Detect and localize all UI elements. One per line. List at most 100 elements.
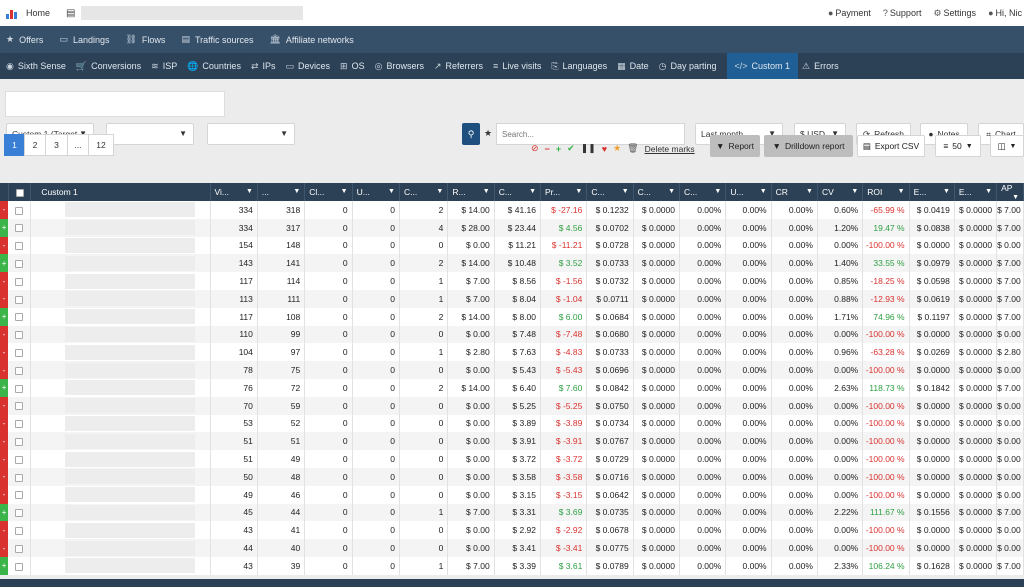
column-header[interactable]: ... ▼ [257, 183, 306, 201]
row-checkbox[interactable] [15, 224, 24, 233]
row-checkbox[interactable] [15, 420, 24, 429]
custom-value-cell[interactable] [30, 539, 211, 557]
table-row[interactable]: -78 75 0 0 0 $ 0.00 $ 5.43 $ -5.43 $ 0.0696 $ 0.0… [0, 361, 1024, 379]
column-header[interactable]: C... ▼ [586, 183, 634, 201]
star-filter-icon[interactable]: ★ [484, 128, 493, 138]
delete-marks-link[interactable]: Delete marks [644, 143, 695, 154]
row-checkbox[interactable] [15, 509, 24, 518]
filter-icon[interactable]: ▼ [293, 188, 301, 195]
column-header[interactable]: Custom 1 [30, 183, 211, 201]
row-checkbox[interactable] [15, 206, 24, 215]
tab-browsers[interactable]: ◎ Browsers [374, 60, 424, 72]
campaign-selector[interactable] [81, 6, 304, 20]
filter-icon[interactable]: ▼ [806, 188, 813, 195]
row-checkbox[interactable] [15, 260, 24, 269]
custom-value-cell[interactable] [30, 432, 211, 451]
nav-item-traffic-sources[interactable]: ▤ Traffic sources [181, 34, 254, 45]
tab-date[interactable]: ▦ Date [617, 60, 649, 72]
row-checkbox[interactable] [15, 349, 24, 358]
custom-value-cell[interactable] [30, 343, 211, 362]
row-mark[interactable]: - [0, 343, 9, 362]
row-checkbox[interactable] [15, 455, 24, 464]
column-header[interactable]: C... ▼ [494, 183, 542, 201]
column-header[interactable]: C... ▼ [399, 183, 449, 201]
table-row[interactable]: +76 72 0 0 2 $ 14.00 $ 6.40 $ 7.60 $ 0.0842 $ 0.0… [0, 378, 1024, 397]
column-header[interactable]: Cl... ▼ [304, 183, 353, 201]
row-mark[interactable]: - [0, 414, 9, 433]
filter-icon[interactable]: ▼ [759, 188, 767, 195]
row-mark[interactable]: - [0, 201, 9, 219]
table-row[interactable]: +117 108 0 0 2 $ 14.00 $ 8.00 $ 6.00 $ 0.0684 $ 0… [0, 307, 1024, 326]
custom-value-cell[interactable] [30, 201, 211, 219]
row-checkbox[interactable] [15, 544, 24, 553]
select-all-checkbox[interactable] [15, 188, 24, 197]
table-row[interactable]: -154 148 0 0 0 $ 0.00 $ 11.21 $ -11.21 $ 0.0728 $… [0, 236, 1024, 255]
column-header[interactable]: Vi... ▼ [210, 183, 258, 201]
page-button[interactable]: ... [67, 134, 89, 156]
row-checkbox[interactable] [15, 277, 24, 286]
row-checkbox[interactable] [15, 562, 24, 571]
plus-icon[interactable]: + [555, 143, 562, 154]
row-checkbox[interactable] [15, 473, 24, 482]
row-mark[interactable]: + [0, 556, 9, 575]
column-header[interactable]: U... ▼ [352, 183, 400, 201]
nav-item-flows[interactable]: ⛓ Flows [125, 34, 166, 45]
custom-value-cell[interactable] [30, 450, 211, 468]
page-button[interactable]: 3 [45, 134, 68, 156]
custom-value-cell[interactable] [30, 272, 211, 290]
page-button[interactable]: 1 [4, 134, 25, 156]
custom-value-cell[interactable] [30, 325, 211, 344]
column-header[interactable]: R... ▼ [447, 183, 495, 201]
star-icon[interactable]: ★ [613, 143, 622, 153]
nav-item-affiliate-networks[interactable]: 🏛 Affiliate networks [269, 34, 354, 45]
column-header[interactable]: E... ▼ [909, 183, 955, 201]
filter-icon[interactable]: ▼ [245, 188, 253, 195]
filter-icon[interactable]: ▼ [1012, 194, 1019, 201]
table-row[interactable]: -51 51 0 0 0 $ 0.00 $ 3.91 $ -3.91 $ 0.0767 $ 0.0… [0, 432, 1024, 451]
minus-icon[interactable]: − [544, 143, 550, 154]
user-menu[interactable]: ● Hi, Nic [988, 8, 1022, 18]
tab-referrers[interactable]: ↗ Referrers [433, 60, 484, 72]
row-mark[interactable]: + [0, 254, 9, 273]
export-csv-button[interactable]: ▤ Export CSV [857, 135, 925, 157]
filter-icon[interactable]: ▼ [340, 188, 348, 195]
row-mark[interactable]: - [0, 432, 9, 451]
filter-icon[interactable]: ▼ [714, 188, 722, 195]
document-icon[interactable]: ▤ [66, 7, 76, 19]
column-header[interactable]: CV ▼ [817, 183, 864, 201]
row-checkbox[interactable] [15, 295, 24, 304]
tab-os[interactable]: ⊞ OS [340, 60, 365, 72]
table-row[interactable]: -104 97 0 0 1 $ 2.80 $ 7.63 $ -4.83 $ 0.0733 $ 0.… [0, 343, 1024, 362]
tab-day-parting[interactable]: ◷ Day parting [658, 60, 717, 72]
column-header[interactable]: ROI ▼ [862, 183, 910, 201]
row-checkbox[interactable] [15, 384, 24, 393]
filter-icon[interactable]: ▼ [942, 188, 950, 195]
table-row[interactable]: +45 44 0 0 1 $ 7.00 $ 3.31 $ 3.69 $ 0.0735 $ 0.00… [0, 503, 1024, 522]
custom-value-cell[interactable] [30, 289, 211, 308]
settings-link[interactable]: ⚙ Settings [933, 7, 977, 18]
ban-icon[interactable]: ⊘ [531, 143, 539, 153]
custom-value-cell[interactable] [30, 485, 211, 504]
row-checkbox[interactable] [15, 313, 24, 322]
filter-input[interactable] [5, 91, 225, 117]
row-checkbox[interactable] [15, 331, 24, 340]
table-row[interactable]: -53 52 0 0 0 $ 0.00 $ 3.89 $ -3.89 $ 0.0734 $ 0.0… [0, 414, 1024, 433]
row-mark[interactable]: + [0, 378, 9, 397]
page-button[interactable]: 12 [88, 134, 114, 156]
table-row[interactable]: +143 141 0 0 2 $ 14.00 $ 10.48 $ 3.52 $ 0.0733 $ … [0, 254, 1024, 273]
row-mark[interactable]: - [0, 289, 9, 308]
row-checkbox[interactable] [15, 402, 24, 411]
row-mark[interactable]: - [0, 236, 9, 255]
custom-value-cell[interactable] [30, 414, 211, 433]
tab-errors[interactable]: ⚠ Errors [802, 60, 839, 72]
tab-isp[interactable]: ≋ ISP [151, 60, 178, 72]
row-mark[interactable]: - [0, 272, 9, 290]
support-link[interactable]: ? Support [882, 8, 922, 18]
filter-icon[interactable]: ▼ [482, 188, 490, 195]
row-mark[interactable]: - [0, 325, 9, 344]
filter-icon[interactable]: ▼ [436, 188, 444, 195]
filter-icon[interactable]: ▼ [388, 188, 395, 195]
table-row[interactable]: -70 59 0 0 0 $ 0.00 $ 5.25 $ -5.25 $ 0.0750 $ 0.0… [0, 396, 1024, 415]
row-mark[interactable]: + [0, 503, 9, 522]
tab-sixth-sense[interactable]: ◉ Sixth Sense [6, 60, 66, 72]
